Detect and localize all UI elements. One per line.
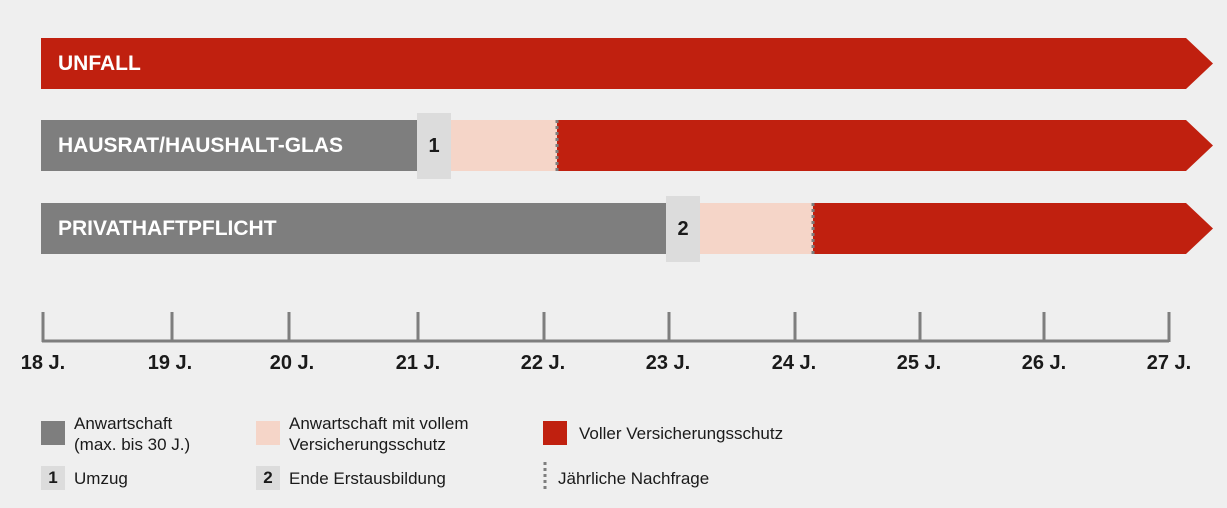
axis-label: 19 J. bbox=[147, 352, 193, 374]
voller-schutz-legend-label: Voller Versicherungsschutz bbox=[579, 424, 784, 443]
umzug-legend-marker: 1 bbox=[41, 466, 65, 490]
anwartschaft-voll-swatch bbox=[256, 421, 280, 445]
privathaftpflicht-voller-schutz-segment bbox=[813, 203, 1213, 254]
privathaftpflicht-anwartschaft-voll-segment bbox=[699, 203, 813, 254]
voller-schutz-swatch bbox=[543, 421, 567, 445]
axis-label: 26 J. bbox=[1021, 352, 1067, 374]
axis-label: 21 J. bbox=[395, 352, 441, 374]
anwartschaft-swatch bbox=[41, 421, 65, 445]
nachfrage-legend-marker bbox=[543, 462, 547, 492]
nachfrage-legend-label: Jährliche Nachfrage bbox=[558, 469, 710, 488]
anwartschaft-legend-line2: (max. bis 30 J.) bbox=[74, 435, 191, 454]
anwartschaft-voll-legend-label: Anwartschaft mit vollem Versicherungssch… bbox=[289, 413, 469, 455]
hausrat-voller-schutz-segment bbox=[557, 120, 1213, 171]
ende-erstausbildung-legend-label: Ende Erstausbildung bbox=[289, 469, 446, 488]
age-axis bbox=[41, 312, 1171, 343]
anwartschaft-voll-legend-line1: Anwartschaft mit vollem bbox=[289, 414, 469, 433]
umzug-legend-label: Umzug bbox=[74, 469, 128, 488]
unfall-label: UNFALL bbox=[58, 52, 141, 75]
umzug-marker: 1 bbox=[417, 113, 451, 179]
axis-label: 27 J. bbox=[1146, 352, 1192, 374]
hausrat-anwartschaft-voll-segment bbox=[451, 120, 557, 171]
axis-label: 18 J. bbox=[20, 352, 66, 374]
privathaftpflicht-label: PRIVATHAFTPFLICHT bbox=[58, 217, 277, 240]
axis-label: 23 J. bbox=[645, 352, 691, 374]
hausrat-label: HAUSRAT/HAUSHALT-GLAS bbox=[58, 134, 344, 157]
axis-label: 22 J. bbox=[520, 352, 566, 374]
anwartschaft-legend-line1: Anwartschaft bbox=[74, 414, 173, 433]
unfall-bar bbox=[41, 38, 1213, 89]
hausrat-anwartschaft-segment bbox=[41, 120, 418, 171]
axis-label: 20 J. bbox=[269, 352, 315, 374]
axis-label: 25 J. bbox=[896, 352, 942, 374]
anwartschaft-voll-legend-line2: Versicherungsschutz bbox=[289, 435, 446, 454]
ende-erstausbildung-legend-marker: 2 bbox=[256, 466, 280, 490]
axis-label: 24 J. bbox=[771, 352, 817, 374]
anwartschaft-legend-label: Anwartschaft (max. bis 30 J.) bbox=[74, 413, 190, 455]
ende-erstausbildung-marker: 2 bbox=[666, 196, 700, 262]
timeline-bars bbox=[41, 38, 1213, 254]
privathaftpflicht-anwartschaft-segment bbox=[41, 203, 666, 254]
